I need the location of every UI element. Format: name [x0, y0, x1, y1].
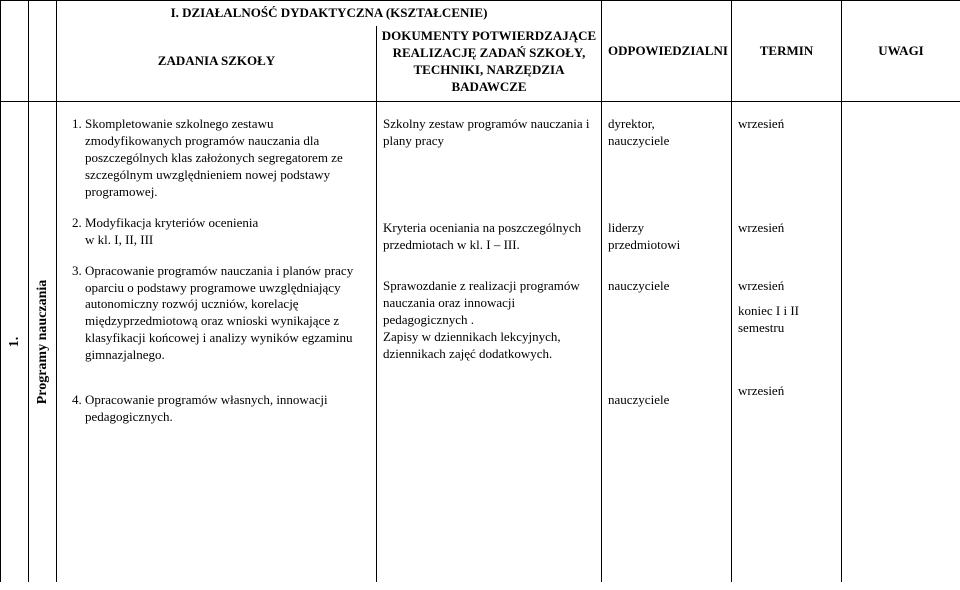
resp-text: dyrektor,	[608, 116, 655, 131]
col-hdr-rotnum	[1, 1, 29, 102]
col-hdr-uwagi: UWAGI	[842, 1, 960, 102]
resp-text: nauczyciele	[608, 133, 669, 148]
row-number: 1.	[5, 337, 23, 348]
row-label-cell: Programy nauczania	[29, 102, 57, 582]
doc-text: Zapisy w dziennikach lekcyjnych, dzienni…	[383, 329, 595, 363]
doc-text: Kryteria oceniania na poszczególnych prz…	[383, 220, 595, 260]
odpowiedzialni-cell: dyrektor, nauczyciele liderzy przedmioto…	[602, 102, 732, 582]
task-text: Opracowanie programów nauczania i planów…	[85, 263, 353, 362]
col-hdr-dokumenty: DOKUMENTY POTWIERDZAJĄCE REALIZACJĘ ZADA…	[377, 26, 602, 102]
task-item: Opracowanie programów własnych, innowacj…	[85, 392, 370, 426]
term-text: koniec I i II semestru	[738, 303, 835, 353]
main-table: I. DZIAŁALNOŚĆ DYDAKTYCZNA (KSZTAŁCENIE)…	[0, 0, 960, 582]
section-title: I. DZIAŁALNOŚĆ DYDAKTYCZNA (KSZTAŁCENIE)	[57, 1, 602, 26]
uwagi-cell	[842, 102, 960, 582]
dokumenty-cell: Szkolny zestaw programów nauczania i pla…	[377, 102, 602, 582]
task-text: Opracowanie programów własnych, innowacj…	[85, 392, 328, 424]
col-hdr-termin: TERMIN	[732, 1, 842, 102]
table-row: 1. Programy nauczania Skompletowanie szk…	[1, 102, 960, 582]
header-row-1: I. DZIAŁALNOŚĆ DYDAKTYCZNA (KSZTAŁCENIE)…	[1, 1, 960, 26]
col-hdr-rotlabel	[29, 1, 57, 102]
doc-text: Szkolny zestaw programów nauczania i pla…	[383, 116, 595, 200]
resp-text: przedmiotowi	[608, 237, 680, 252]
zadania-cell: Skompletowanie szkolnego zestawu zmodyfi…	[57, 102, 377, 582]
task-text: Skompletowanie szkolnego zestawu zmodyfi…	[85, 116, 343, 199]
resp-text: nauczyciele	[608, 392, 725, 409]
row-label: Programy nauczania	[33, 280, 51, 405]
task-item: Opracowanie programów nauczania i planów…	[85, 263, 370, 364]
row-number-cell: 1.	[1, 102, 29, 582]
doc-text: Sprawozdanie z realizacji programów nauc…	[383, 278, 595, 329]
term-text: wrzesień	[738, 220, 835, 260]
dokumenty-line1: DOKUMENTY POTWIERDZAJĄCE	[382, 28, 596, 43]
dokumenty-line3: TECHNIKI, NARZĘDZIA BADAWCZE	[414, 62, 565, 94]
term-text: wrzesień	[738, 278, 835, 295]
col-hdr-odpowiedzialni: ODPOWIEDZIALNI	[602, 1, 732, 102]
term-text: wrzesień	[738, 116, 835, 200]
resp-text: nauczyciele	[608, 278, 725, 362]
resp-text: liderzy	[608, 220, 644, 235]
task-text: Modyfikacja kryteriów ocenienia	[85, 215, 258, 230]
col-hdr-zadania: ZADANIA SZKOŁY	[57, 26, 377, 102]
dokumenty-line2: REALIZACJĘ ZADAŃ SZKOŁY,	[393, 45, 586, 60]
termin-cell: wrzesień wrzesień wrzesień koniec I i II…	[732, 102, 842, 582]
tasks-list: Skompletowanie szkolnego zestawu zmodyfi…	[63, 116, 370, 425]
task-text-sub: w kl. I, II, III	[85, 232, 153, 247]
task-item: Skompletowanie szkolnego zestawu zmodyfi…	[85, 116, 370, 200]
term-text: wrzesień	[738, 383, 835, 400]
document-page: I. DZIAŁALNOŚĆ DYDAKTYCZNA (KSZTAŁCENIE)…	[0, 0, 960, 590]
task-item: Modyfikacja kryteriów ocenienia w kl. I,…	[85, 215, 370, 249]
